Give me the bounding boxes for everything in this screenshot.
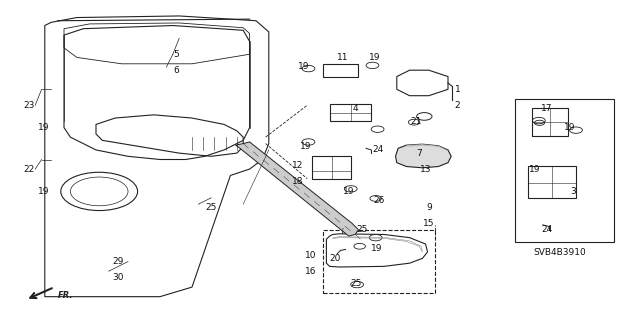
Text: SVB4B3910: SVB4B3910 xyxy=(534,248,586,256)
Text: 18: 18 xyxy=(292,177,303,186)
Text: 29: 29 xyxy=(113,257,124,266)
Text: 24: 24 xyxy=(541,225,553,234)
Text: 25: 25 xyxy=(205,203,217,212)
Text: 30: 30 xyxy=(113,273,124,282)
Text: 10: 10 xyxy=(305,251,316,260)
Text: 17: 17 xyxy=(541,104,553,113)
Text: 11: 11 xyxy=(337,53,348,62)
Text: 19: 19 xyxy=(564,123,575,132)
Text: 5: 5 xyxy=(173,50,179,59)
Polygon shape xyxy=(396,144,451,168)
Text: FR.: FR. xyxy=(58,291,73,300)
Text: 13: 13 xyxy=(420,165,431,174)
Text: 19: 19 xyxy=(38,187,49,196)
Text: 19: 19 xyxy=(369,53,380,62)
Text: 20: 20 xyxy=(330,254,341,263)
Text: 15: 15 xyxy=(423,219,435,228)
Text: 4: 4 xyxy=(353,104,358,113)
Text: 25: 25 xyxy=(356,225,367,234)
Text: 22: 22 xyxy=(23,165,35,174)
Text: 9: 9 xyxy=(426,203,431,212)
Polygon shape xyxy=(406,144,448,150)
Text: 19: 19 xyxy=(529,165,540,174)
Text: 12: 12 xyxy=(292,161,303,170)
Text: 3: 3 xyxy=(570,187,575,196)
Text: 25: 25 xyxy=(350,279,362,288)
Text: 19: 19 xyxy=(371,244,382,253)
Polygon shape xyxy=(236,142,358,236)
Text: 2: 2 xyxy=(455,101,460,110)
Text: 21: 21 xyxy=(410,117,422,126)
Text: 7: 7 xyxy=(417,149,422,158)
Text: 24: 24 xyxy=(372,145,383,154)
Text: 19: 19 xyxy=(300,142,312,151)
Text: 26: 26 xyxy=(374,197,385,205)
Text: 6: 6 xyxy=(173,66,179,75)
Text: 23: 23 xyxy=(23,101,35,110)
Text: 16: 16 xyxy=(305,267,316,276)
Text: 19: 19 xyxy=(38,123,49,132)
Text: 19: 19 xyxy=(298,63,310,71)
Text: 19: 19 xyxy=(343,187,355,196)
Text: 1: 1 xyxy=(455,85,460,94)
